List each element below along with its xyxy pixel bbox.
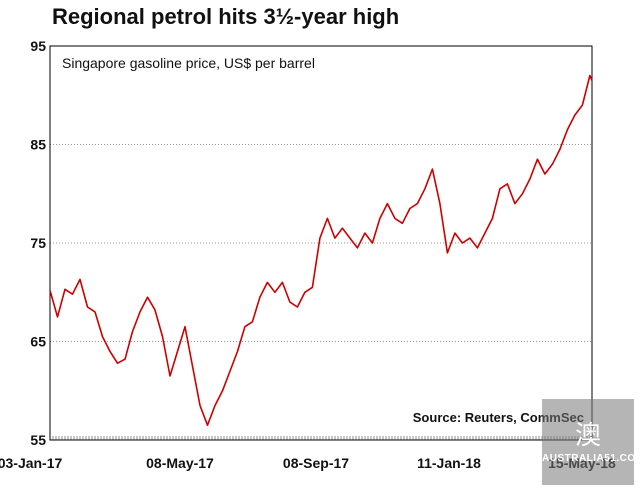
grid-lines bbox=[49, 144, 592, 440]
plot-frame bbox=[49, 45, 593, 441]
x-tick-label: 03-Jan-17 bbox=[0, 455, 63, 471]
chart-subtitle: Singapore gasoline price, US$ per barrel bbox=[62, 55, 315, 71]
y-tick-label: 65 bbox=[30, 334, 46, 350]
x-axis-tick-labels: 03-Jan-1708-May-1708-Sep-1711-Jan-1815-M… bbox=[0, 455, 616, 471]
x-tick-label: 11-Jan-18 bbox=[417, 455, 481, 471]
x-tick-label: 08-May-17 bbox=[146, 455, 214, 471]
source-note: Source: Reuters, CommSec bbox=[413, 410, 584, 425]
watermark-logo: 澳 AUSTRALIA51.COM bbox=[542, 399, 640, 485]
y-tick-label: 75 bbox=[30, 235, 46, 251]
y-tick-label: 95 bbox=[30, 38, 46, 54]
chart-title: Regional petrol hits 3½-year high bbox=[52, 4, 400, 29]
series-layer bbox=[49, 74, 593, 427]
watermark-glyph: 澳 bbox=[574, 421, 601, 451]
y-tick-label: 55 bbox=[30, 432, 46, 448]
x-tick-label: 08-Sep-17 bbox=[283, 455, 349, 471]
y-axis-tick-labels: 95 85 75 65 55 bbox=[30, 38, 46, 448]
y-tick-label: 85 bbox=[30, 137, 46, 153]
series-line bbox=[49, 74, 593, 427]
watermark-text: AUSTRALIA51.COM bbox=[542, 453, 640, 464]
